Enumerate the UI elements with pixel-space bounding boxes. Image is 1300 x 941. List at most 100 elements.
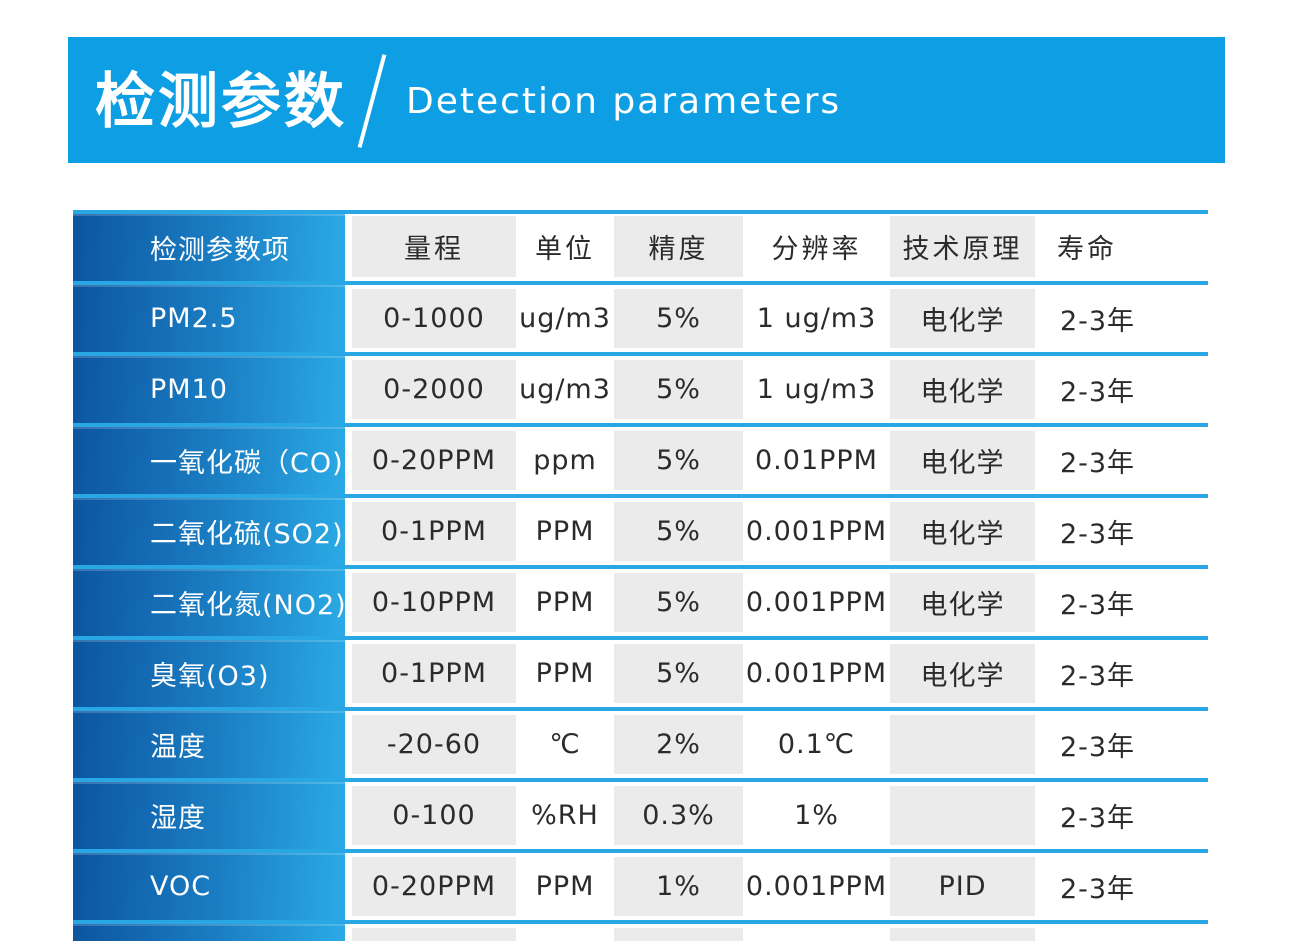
col-header-principle: 技术原理 xyxy=(890,216,1035,277)
cell-unit: PPM xyxy=(516,573,614,632)
cell-accuracy: 0.3% xyxy=(614,786,743,845)
row-label: PM2.5 xyxy=(73,285,345,352)
banner-title-en: Detection parameters xyxy=(406,81,842,122)
cell-accuracy: 5% xyxy=(614,360,743,419)
cell-range xyxy=(352,928,516,941)
cell-unit: %RH xyxy=(516,786,614,845)
cell-range: 0-1PPM xyxy=(352,502,516,561)
col-header-lifetime: 寿命 xyxy=(1035,216,1160,277)
cell-resolution xyxy=(743,928,890,941)
cell-principle: 电化学 xyxy=(890,360,1035,419)
col-header-unit: 单位 xyxy=(516,216,614,277)
cell-unit: PPM xyxy=(516,857,614,916)
row-values: 0-1PPM PPM 5% 0.001PPM 电化学 2-3年 xyxy=(352,640,1208,707)
cell-resolution: 1 ug/m3 xyxy=(743,360,890,419)
cell-principle xyxy=(890,715,1035,774)
row-separator xyxy=(73,494,1208,498)
cell-principle: 电化学 xyxy=(890,431,1035,490)
row-label: 二氧化硫(SO2) xyxy=(73,498,345,565)
table-header-row: 检测参数项 量程 单位 精度 分辨率 技术原理 寿命 xyxy=(73,214,1208,281)
cell-lifetime: 2-3年 xyxy=(1035,857,1160,916)
cell-lifetime: 2-3年 xyxy=(1035,644,1160,703)
row-separator xyxy=(73,423,1208,427)
cell-accuracy: 1% xyxy=(614,857,743,916)
header-parameter-label: 检测参数项 xyxy=(73,214,345,281)
cell-unit: ppm xyxy=(516,431,614,490)
cell-resolution: 1 ug/m3 xyxy=(743,289,890,348)
row-label: 二氧化氮(NO2) xyxy=(73,569,346,636)
cell-resolution: 0.001PPM xyxy=(743,502,890,561)
row-label: PM10 xyxy=(73,356,345,423)
cell-principle: 电化学 xyxy=(890,502,1035,561)
row-separator xyxy=(73,707,1208,711)
spec-table: 检测参数项 量程 单位 精度 分辨率 技术原理 寿命 PM2.5 0-1000 … xyxy=(73,210,1208,941)
cell-resolution: 0.001PPM xyxy=(743,857,890,916)
cell-unit: ℃ xyxy=(516,715,614,774)
row-separator xyxy=(73,565,1208,569)
row-values: 0-20PPM ppm 5% 0.01PPM 电化学 2-3年 xyxy=(352,427,1208,494)
table-row: VOC 0-20PPM PPM 1% 0.001PPM PID 2-3年 xyxy=(73,853,1208,920)
row-values: 0-10PPM PPM 5% 0.001PPM 电化学 2-3年 xyxy=(352,569,1208,636)
cell-accuracy: 5% xyxy=(614,644,743,703)
row-separator xyxy=(73,281,1208,285)
cell-resolution: 1% xyxy=(743,786,890,845)
cell-resolution: 0.01PPM xyxy=(743,431,890,490)
row-values: 0-1PPM PPM 5% 0.001PPM 电化学 2-3年 xyxy=(352,498,1208,565)
table-row: 温度 -20-60 ℃ 2% 0.1℃ 2-3年 xyxy=(73,711,1208,778)
table-row: PM2.5 0-1000 ug/m3 5% 1 ug/m3 电化学 2-3年 xyxy=(73,285,1208,352)
cell-range: 0-20PPM xyxy=(352,431,516,490)
cell-range: 0-10PPM xyxy=(352,573,516,632)
row-separator xyxy=(73,352,1208,356)
row-values: 0-20PPM PPM 1% 0.001PPM PID 2-3年 xyxy=(352,853,1208,920)
cell-principle: 电化学 xyxy=(890,573,1035,632)
cell-resolution: 0.1℃ xyxy=(743,715,890,774)
cell-range: 0-1000 xyxy=(352,289,516,348)
detection-parameters-banner: 检测参数 Detection parameters xyxy=(68,37,1225,163)
cell-unit: PPM xyxy=(516,502,614,561)
row-label: 一氧化碳（CO) xyxy=(73,427,345,494)
banner-title-zh: 检测参数 xyxy=(95,67,347,138)
table-row: 湿度 0-100 %RH 0.3% 1% 2-3年 xyxy=(73,782,1208,849)
cell-range: -20-60 xyxy=(352,715,516,774)
cell-range: 0-20PPM xyxy=(352,857,516,916)
cell-resolution: 0.001PPM xyxy=(743,573,890,632)
cell-principle xyxy=(890,928,1035,941)
row-values xyxy=(352,924,1208,941)
row-separator xyxy=(73,849,1208,853)
cell-principle: PID xyxy=(890,857,1035,916)
row-separator xyxy=(73,778,1208,782)
cell-unit: ug/m3 xyxy=(516,289,614,348)
table-row: 臭氧(O3) 0-1PPM PPM 5% 0.001PPM 电化学 2-3年 xyxy=(73,640,1208,707)
table-row: 二氧化硫(SO2) 0-1PPM PPM 5% 0.001PPM 电化学 2-3… xyxy=(73,498,1208,565)
row-values: 0-2000 ug/m3 5% 1 ug/m3 电化学 2-3年 xyxy=(352,356,1208,423)
cell-range: 0-100 xyxy=(352,786,516,845)
cell-lifetime: 2-3年 xyxy=(1035,573,1160,632)
cell-unit xyxy=(516,928,614,941)
row-label: 湿度 xyxy=(73,782,345,849)
cell-lifetime: 2-3年 xyxy=(1035,715,1160,774)
cell-lifetime: 2-3年 xyxy=(1035,502,1160,561)
cell-lifetime: 2-3年 xyxy=(1035,289,1160,348)
cell-lifetime: 2-3年 xyxy=(1035,786,1160,845)
row-label xyxy=(73,924,345,941)
table-row: PM10 0-2000 ug/m3 5% 1 ug/m3 电化学 2-3年 xyxy=(73,356,1208,423)
cell-resolution: 0.001PPM xyxy=(743,644,890,703)
row-values: 0-100 %RH 0.3% 1% 2-3年 xyxy=(352,782,1208,849)
cell-range: 0-2000 xyxy=(352,360,516,419)
row-label: VOC xyxy=(73,853,345,920)
col-header-resolution: 分辨率 xyxy=(743,216,890,277)
table-border-top xyxy=(73,210,1208,214)
cell-accuracy: 5% xyxy=(614,431,743,490)
cell-unit: ug/m3 xyxy=(516,360,614,419)
row-values: 0-1000 ug/m3 5% 1 ug/m3 电化学 2-3年 xyxy=(352,285,1208,352)
col-header-range: 量程 xyxy=(352,216,516,277)
cell-principle: 电化学 xyxy=(890,644,1035,703)
table-row: 二氧化氮(NO2) 0-10PPM PPM 5% 0.001PPM 电化学 2-… xyxy=(73,569,1208,636)
row-separator xyxy=(73,636,1208,640)
table-row-partial xyxy=(73,924,1208,941)
cell-principle xyxy=(890,786,1035,845)
row-separator xyxy=(73,920,1208,924)
row-values: -20-60 ℃ 2% 0.1℃ 2-3年 xyxy=(352,711,1208,778)
banner-slash-divider xyxy=(357,54,387,148)
cell-accuracy xyxy=(614,928,743,941)
